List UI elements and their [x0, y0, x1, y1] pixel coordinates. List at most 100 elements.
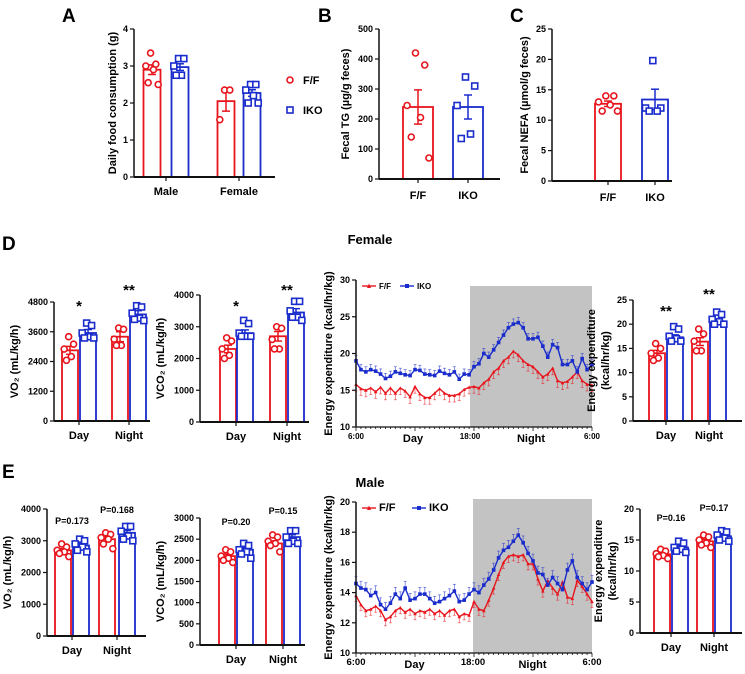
data-point-ff — [154, 80, 162, 89]
data-point-iko — [295, 297, 304, 306]
data-point-iko — [413, 596, 417, 601]
data-point-iko — [359, 586, 363, 590]
data-point-iko — [423, 592, 427, 596]
data-point-iko — [585, 587, 589, 592]
data-point-iko — [247, 554, 255, 563]
data-point-ff — [442, 391, 447, 395]
data-point-iko — [457, 134, 466, 143]
panel-C: C F/F IKO 0 5 10 15 20 25 Fecal NEFA (µmol/g fece… — [510, 6, 672, 204]
data-point-iko — [511, 322, 516, 326]
data-point-ff — [447, 393, 452, 397]
data-point-ff — [651, 339, 660, 348]
data-point-ff — [531, 364, 535, 369]
panel-letter: E — [2, 462, 15, 483]
data-point-iko — [437, 369, 442, 373]
data-point-ff — [467, 385, 471, 389]
x-tick-label: Night — [115, 430, 143, 442]
data-point-iko — [383, 376, 388, 381]
bar-night-iko — [129, 313, 147, 422]
data-point-iko — [291, 526, 300, 535]
data-point-ff — [407, 133, 416, 141]
data-point-ff — [491, 370, 496, 374]
data-point-ff — [536, 370, 540, 374]
data-point-iko — [408, 598, 412, 602]
y-tick-label: 3000 — [174, 322, 194, 332]
data-point-ff — [437, 386, 442, 391]
data-point-iko — [237, 550, 246, 558]
data-point-iko — [555, 345, 560, 350]
data-point-iko — [452, 370, 457, 374]
y-tick-label: 3000 — [21, 536, 41, 546]
data-point-iko — [252, 80, 260, 89]
x-tick-label: Day — [661, 642, 682, 654]
data-point-iko — [126, 522, 135, 531]
data-point-ff — [423, 395, 427, 400]
data-point-ff — [457, 614, 462, 619]
data-point-iko — [496, 340, 501, 345]
y-axis-label: Energy expenditure — [586, 309, 598, 412]
significance-label: P=0.17 — [700, 503, 729, 513]
data-point-iko — [516, 533, 521, 538]
legend-marker — [367, 505, 371, 510]
data-point-iko — [388, 374, 393, 379]
data-point-iko — [550, 342, 555, 347]
data-point-iko — [442, 596, 447, 601]
data-point-ff — [694, 325, 703, 333]
data-point-iko — [83, 548, 91, 556]
data-point-ff — [560, 381, 565, 385]
y-tick-label: 1500 — [174, 577, 194, 587]
data-point-iko — [437, 599, 442, 604]
data-point-ff — [408, 607, 412, 611]
data-point-ff — [452, 393, 457, 397]
data-point-ff — [526, 562, 530, 566]
data-point-ff — [218, 345, 226, 353]
data-point-ff — [413, 611, 417, 616]
data-point-iko — [427, 373, 432, 377]
bar-day-iko — [72, 544, 90, 637]
data-point-iko — [486, 577, 491, 581]
data-point-iko — [288, 313, 297, 322]
data-point-iko — [388, 601, 393, 605]
y-tick-label: 200 — [358, 114, 373, 124]
data-point-iko — [119, 535, 128, 543]
x-tick-label: Night — [273, 431, 301, 443]
data-point-ff — [65, 552, 73, 561]
panel-E3: 6:00 Day 18:00 Night 6:00101214161820Energy … — [323, 475, 602, 671]
data-point-ff — [526, 362, 530, 367]
y-tick-label: 25 — [617, 295, 627, 305]
data-point-ff — [423, 610, 427, 614]
y-tick-label: 4800 — [28, 297, 48, 307]
data-point-iko — [536, 571, 540, 575]
data-point-iko — [560, 362, 565, 367]
y-tick-label: 0 — [36, 631, 41, 641]
data-point-iko — [491, 568, 496, 572]
legend-label: IKO — [417, 282, 431, 291]
data-point-iko — [682, 548, 690, 557]
data-point-iko — [373, 590, 378, 595]
x-tick-label: Day — [226, 654, 247, 666]
y-tick-label: 500 — [179, 619, 194, 629]
data-point-iko — [383, 607, 388, 612]
data-point-ff — [704, 533, 713, 541]
y-tick-label: 3 — [123, 61, 128, 71]
data-point-ff — [109, 544, 117, 553]
data-point-iko — [472, 364, 476, 369]
data-point-iko — [128, 309, 136, 317]
data-point-iko — [555, 581, 560, 586]
bar-night-iko — [287, 311, 305, 423]
data-point-ff — [656, 344, 665, 353]
data-point-ff — [697, 541, 706, 549]
data-point-iko — [590, 362, 594, 367]
x-tick-label: F/F — [410, 190, 427, 202]
data-point-iko — [590, 580, 594, 584]
data-point-iko — [653, 107, 661, 115]
data-point-iko — [486, 355, 491, 359]
x-tick-label: Night — [700, 642, 728, 654]
y-tick-label: 20 — [536, 54, 546, 64]
data-point-ff — [506, 355, 511, 359]
legend-marker — [367, 283, 371, 288]
data-point-iko — [427, 596, 432, 601]
data-point-ff — [590, 599, 594, 604]
significance-label: ** — [703, 286, 715, 303]
data-point-ff — [413, 384, 417, 389]
